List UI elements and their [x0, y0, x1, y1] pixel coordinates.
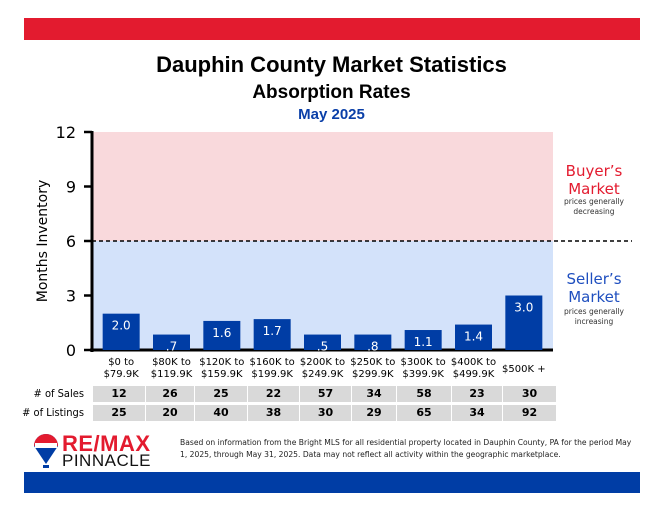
bar	[102, 313, 140, 350]
seller-market-title: Seller’s	[566, 270, 621, 288]
category-label: $500K +	[502, 364, 546, 375]
category-label: $499.9K	[453, 369, 495, 380]
disclaimer: Based on information from the Bright MLS…	[180, 438, 632, 459]
category-label: $250K to	[350, 357, 395, 368]
table-cell: 29	[352, 405, 396, 421]
category-label: $80K to	[152, 357, 191, 368]
bar-value-label: .8	[367, 340, 378, 354]
bar	[455, 324, 492, 350]
category-label: $160K to	[250, 357, 295, 368]
table-cell: 57	[300, 386, 351, 402]
table-cell: 26	[146, 386, 194, 402]
top-red-bar	[24, 18, 640, 40]
buyer-market-title: Buyer’s	[566, 162, 623, 180]
table-cell: 92	[503, 405, 556, 421]
brand-logo-text: RE/MAX	[62, 431, 151, 456]
table-cell: 20	[146, 405, 194, 421]
table-cell: 58	[397, 386, 451, 402]
category-label: $159.9K	[201, 369, 243, 380]
y-tick-label: 12	[56, 123, 76, 142]
y-axis-label: Months Inventory	[35, 180, 51, 303]
category-label: $399.9K	[402, 369, 444, 380]
bar	[404, 330, 442, 350]
table-cell: 34	[352, 386, 396, 402]
y-tick-label: 9	[66, 178, 76, 197]
category-label: $79.9K	[104, 369, 140, 380]
table-row-label: # of Listings	[22, 406, 84, 419]
page-subtitle: Absorption Rates	[252, 82, 411, 103]
buyer-market-note: prices generally	[564, 197, 625, 206]
table-row-label: # of Sales	[33, 387, 84, 400]
bar	[505, 295, 543, 350]
bar-value-label: 3.0	[514, 301, 533, 315]
seller-market-title: Market	[568, 288, 620, 306]
seller-market-note: prices generally	[564, 307, 625, 316]
bar-value-label: .7	[166, 340, 177, 354]
table-cell: 23	[452, 386, 502, 402]
bottom-blue-bar	[24, 472, 640, 493]
table-cell: 30	[300, 405, 351, 421]
category-label: $0 to	[108, 357, 134, 368]
remax-balloon-logo	[34, 434, 58, 468]
bar	[253, 319, 291, 350]
y-tick-label: 6	[66, 232, 76, 251]
category-label: $200K to	[300, 357, 345, 368]
table-cell: 12	[93, 386, 145, 402]
buyer-market-note: decreasing	[573, 207, 614, 216]
category-label: $199.9K	[251, 369, 293, 380]
table-cell: 34	[452, 405, 502, 421]
category-label: $119.9K	[151, 369, 193, 380]
bar	[153, 334, 190, 350]
bar-value-label: 1.4	[464, 330, 483, 344]
report-date: May 2025	[298, 106, 365, 123]
bar	[354, 334, 392, 350]
category-label: $299.9K	[352, 369, 394, 380]
y-tick-label: 3	[66, 287, 76, 306]
table-cell: 65	[397, 405, 451, 421]
page-title: Dauphin County Market Statistics	[156, 52, 507, 77]
category-label: $249.9K	[302, 369, 344, 380]
absorption-chart: 0 3 6 9 12 Months Inventory 2.0 $0 to$79.9K .7 $8…	[35, 123, 632, 380]
table-cell: 25	[195, 386, 247, 402]
bar-value-label: 1.1	[414, 335, 433, 349]
bar-value-label: 1.6	[212, 326, 231, 340]
category-label: $120K to	[199, 357, 244, 368]
bar-value-label: 2.0	[112, 319, 131, 333]
brand-sub-text: PINNACLE	[62, 451, 152, 470]
bar-value-label: 1.7	[263, 324, 282, 338]
table-cell: 22	[248, 386, 299, 402]
category-label: $300K to	[401, 357, 446, 368]
buyer-market-title: Market	[568, 180, 620, 198]
seller-market-note: increasing	[575, 317, 614, 326]
category-label: $400K to	[451, 357, 496, 368]
bar-value-label: .5	[317, 340, 328, 354]
table-cell: 30	[503, 386, 556, 402]
y-tick-label: 0	[66, 341, 76, 360]
bar	[304, 334, 341, 350]
table-cell: 38	[248, 405, 299, 421]
buyer-market-zone	[92, 132, 553, 241]
bar	[203, 320, 241, 350]
table-cell: 40	[195, 405, 247, 421]
table-cell: 25	[93, 405, 145, 421]
